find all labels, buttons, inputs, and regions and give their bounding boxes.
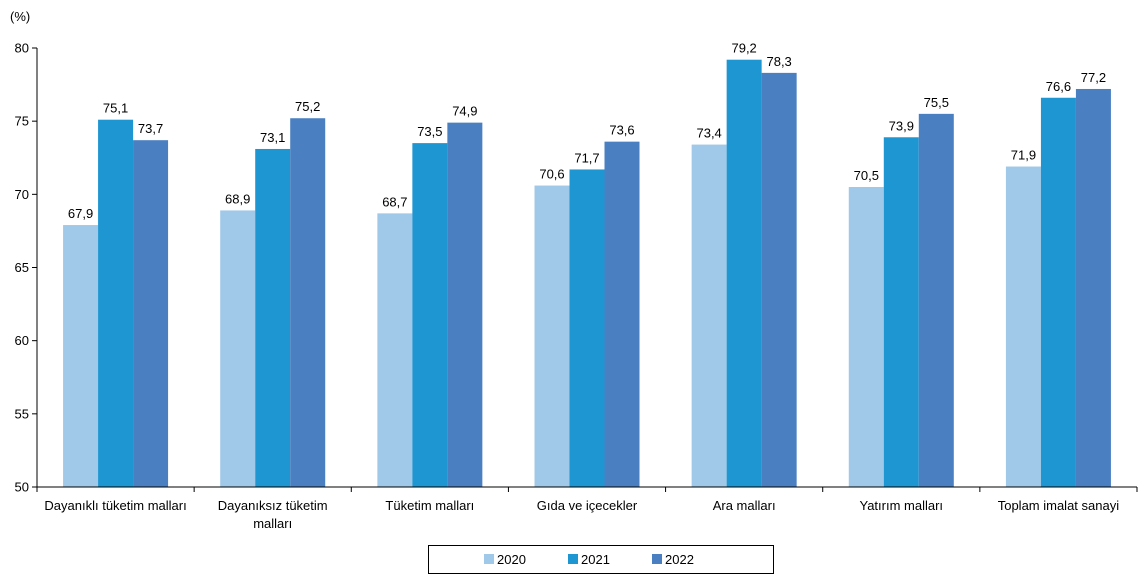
data-label-2020-4: 73,4 <box>696 126 721 141</box>
legend-swatch-2021 <box>568 554 578 564</box>
data-label-2022-0: 73,7 <box>138 121 163 136</box>
data-label-2021-5: 73,9 <box>889 118 914 133</box>
y-tick-label: 70 <box>15 187 29 202</box>
bar-2022-0 <box>133 140 169 487</box>
category-label: Toplam imalat sanayi <box>998 498 1119 513</box>
category-label: malları <box>253 516 292 531</box>
data-label-2021-3: 71,7 <box>574 150 599 165</box>
bar-2021-2 <box>412 143 448 487</box>
legend: 2020 2021 2022 <box>428 545 774 574</box>
bar-2022-4 <box>761 72 797 488</box>
legend-label-2022: 2022 <box>665 552 694 567</box>
bar-2020-0 <box>63 225 99 487</box>
bar-2021-4 <box>726 59 762 487</box>
bar-2020-3 <box>534 185 570 487</box>
data-label-2020-6: 71,9 <box>1011 148 1036 163</box>
bar-2021-6 <box>1040 97 1076 488</box>
data-label-2022-6: 77,2 <box>1081 70 1106 85</box>
data-label-2022-1: 75,2 <box>295 99 320 114</box>
bar-2020-1 <box>220 210 256 487</box>
category-label: Dayanıklı tüketim malları <box>44 498 186 513</box>
data-label-2022-4: 78,3 <box>766 54 791 69</box>
data-label-2022-5: 75,5 <box>924 95 949 110</box>
bars <box>63 59 1111 488</box>
y-unit-label: (%) <box>10 9 30 24</box>
bar-2020-4 <box>691 144 727 487</box>
bar-2021-0 <box>98 119 134 487</box>
category-label: Tüketim malları <box>385 498 474 513</box>
x-axis: Dayanıklı tüketim malları Dayanıksız tüke… <box>36 486 1138 531</box>
category-label: Yatırım malları <box>860 498 944 513</box>
legend-swatch-2020 <box>484 554 494 564</box>
bar-2021-5 <box>883 137 919 487</box>
bar-2022-3 <box>604 141 640 488</box>
bar-2021-1 <box>255 148 291 487</box>
data-label-2022-2: 74,9 <box>452 104 477 119</box>
data-label-2021-4: 79,2 <box>731 41 756 56</box>
data-label-2021-6: 76,6 <box>1046 79 1071 94</box>
legend-swatch-2022 <box>652 554 662 564</box>
y-tick-label: 80 <box>15 41 29 56</box>
data-labels: 67,9 75,1 73,7 68,9 73,1 75,2 68,7 73,5 74,9 70,6… <box>68 41 1106 221</box>
y-tick-label: 75 <box>15 114 29 129</box>
data-label-2021-0: 75,1 <box>103 101 128 116</box>
data-label-2020-5: 70,5 <box>854 168 879 183</box>
legend-label-2021: 2021 <box>581 552 610 567</box>
y-tick-label: 60 <box>15 333 29 348</box>
y-axis: 50 55 60 65 70 75 80 <box>15 41 38 495</box>
y-tick-label: 65 <box>15 260 29 275</box>
legend-label-2020: 2020 <box>497 552 526 567</box>
bar-2020-2 <box>377 213 413 487</box>
data-label-2020-1: 68,9 <box>225 191 250 206</box>
category-label: Gıda ve içecekler <box>537 498 638 513</box>
bar-2022-1 <box>290 118 326 488</box>
data-label-2020-2: 68,7 <box>382 194 407 209</box>
data-label-2021-2: 73,5 <box>417 124 442 139</box>
bar-2020-5 <box>848 187 884 487</box>
bar-2021-3 <box>569 169 605 487</box>
data-label-2020-3: 70,6 <box>539 167 564 182</box>
y-tick-label: 55 <box>15 406 29 421</box>
bar-2020-6 <box>1005 166 1041 487</box>
category-label: Ara malları <box>713 498 776 513</box>
category-label: Dayanıksız tüketim <box>218 498 328 513</box>
bar-2022-2 <box>447 122 483 487</box>
data-label-2022-3: 73,6 <box>609 123 634 138</box>
y-tick-label: 50 <box>15 480 29 495</box>
bar-2022-6 <box>1075 88 1111 488</box>
bar-2022-5 <box>918 113 954 487</box>
data-label-2021-1: 73,1 <box>260 130 285 145</box>
data-label-2020-0: 67,9 <box>68 206 93 221</box>
